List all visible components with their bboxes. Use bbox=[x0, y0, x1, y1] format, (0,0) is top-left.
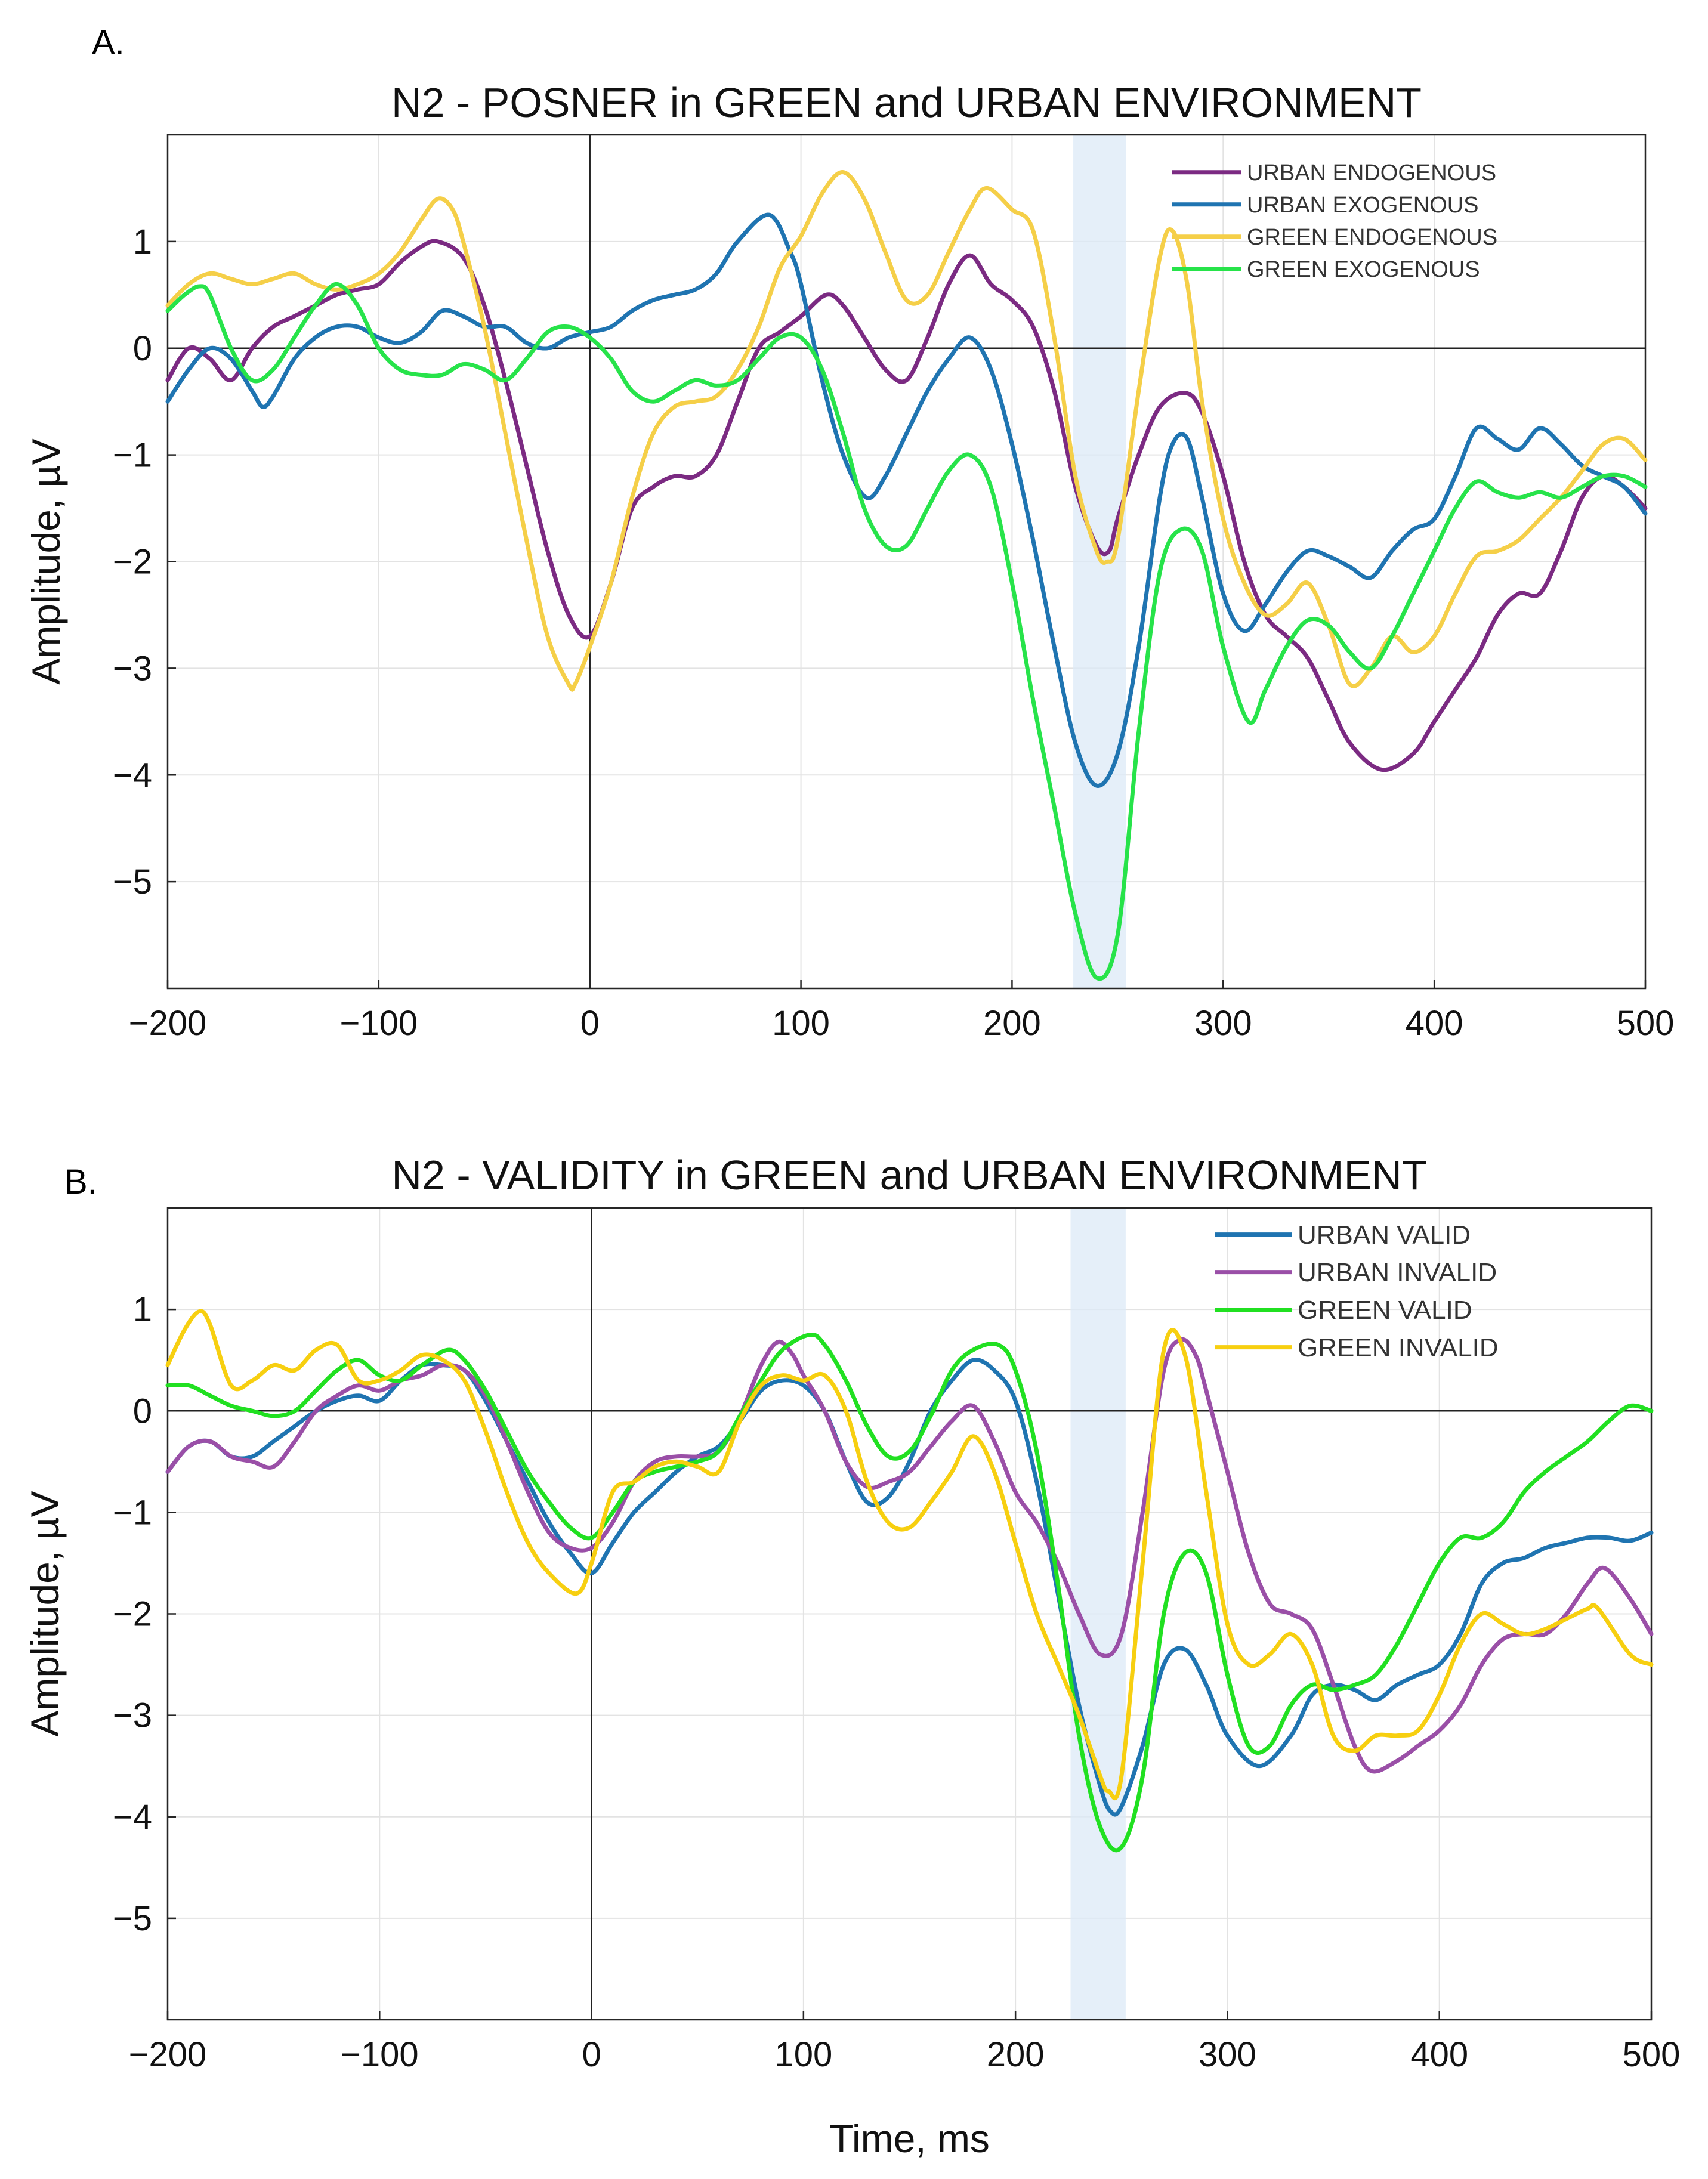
panel-a-y-tick-label: −4 bbox=[113, 756, 152, 795]
panel-a-title: N2 - POSNER in GREEN and URBAN ENVIRONME… bbox=[391, 79, 1422, 126]
panel-b-legend: URBAN VALID URBAN INVALID GREEN VALID GREEN… bbox=[1215, 1220, 1499, 1362]
panel-b-y-axis-label: Amplitude, µV bbox=[23, 1491, 67, 1736]
panel-a-x-tick-label: 200 bbox=[983, 1004, 1041, 1043]
panel-a-series-green-endogenous bbox=[165, 170, 1648, 692]
panel-b-x-tick-label: 500 bbox=[1623, 2035, 1681, 2074]
panel-b-title: N2 - VALIDITY in GREEN and URBAN ENVIRON… bbox=[391, 1152, 1427, 1198]
panel-a-series-green-exogenous bbox=[165, 282, 1648, 981]
panel-a-chart: −200 −100 0 100 200 300 400 500 1 0 −1 −2 −3 −4 −5 N2 -… bbox=[24, 79, 1674, 1043]
panel-a-x-tick-label: 100 bbox=[772, 1004, 830, 1043]
panel-a-x-tick-label: 0 bbox=[580, 1004, 600, 1043]
panel-a-y-axis-label: Amplitude, µV bbox=[24, 438, 68, 684]
panel-b-x-tick-label: 200 bbox=[987, 2035, 1045, 2074]
panel-b-series-urban-invalid bbox=[165, 1337, 1654, 1774]
panel-b-y-tick-label: −4 bbox=[113, 1798, 152, 1837]
panel-label-a: A. bbox=[92, 23, 125, 62]
panel-b-legend-label-green-invalid: GREEN INVALID bbox=[1298, 1333, 1499, 1362]
panel-b-x-tick-label: 100 bbox=[774, 2035, 832, 2074]
panel-a-x-tick-label: 400 bbox=[1406, 1004, 1463, 1043]
panel-a-y-tick-label: 1 bbox=[133, 222, 152, 261]
panel-b-legend-label-urban-invalid: URBAN INVALID bbox=[1298, 1258, 1497, 1287]
panel-a-series-urban-exogenous bbox=[165, 212, 1648, 788]
panel-b-y-tick-label: 1 bbox=[133, 1290, 152, 1329]
panel-b-y-tick-label: −1 bbox=[113, 1493, 152, 1532]
panel-a-legend-label-green-exogenous: GREEN EXOGENOUS bbox=[1247, 257, 1480, 282]
panel-b-series-green-invalid bbox=[165, 1309, 1654, 1801]
panel-label-b: B. bbox=[64, 1163, 97, 1201]
panel-a-y-tick-label: −1 bbox=[113, 436, 152, 475]
panel-a-legend-label-urban-endogenous: URBAN ENDOGENOUS bbox=[1247, 160, 1496, 186]
panel-a-y-tick-label: −3 bbox=[113, 649, 152, 688]
panel-b-legend-label-urban-valid: URBAN VALID bbox=[1298, 1220, 1471, 1250]
panel-a-legend-label-urban-exogenous: URBAN EXOGENOUS bbox=[1247, 193, 1479, 218]
panel-a-x-tick-label: 500 bbox=[1617, 1004, 1675, 1043]
panel-b-x-tick-label: −200 bbox=[129, 2035, 207, 2074]
panel-b-y-tick-label: −3 bbox=[113, 1696, 152, 1735]
panel-a-y-tick-label: −2 bbox=[113, 543, 152, 582]
panel-b-y-tick-label: 0 bbox=[133, 1392, 152, 1430]
panel-b-x-tick-label: −100 bbox=[341, 2035, 419, 2074]
panel-b-y-tick-label: −2 bbox=[113, 1595, 152, 1634]
panel-a-x-tick-label: −200 bbox=[129, 1004, 207, 1043]
panel-b-x-axis-label: Time, ms bbox=[829, 2116, 990, 2161]
panel-a-x-tick-label: −100 bbox=[340, 1004, 418, 1043]
panel-b-x-tick-label: 300 bbox=[1199, 2035, 1256, 2074]
panel-b-x-tick-label: 400 bbox=[1410, 2035, 1468, 2074]
panel-b-legend-label-green-valid: GREEN VALID bbox=[1298, 1296, 1472, 1325]
panel-b-x-tick-label: 0 bbox=[582, 2035, 601, 2074]
panel-a-legend-label-green-endogenous: GREEN ENDOGENOUS bbox=[1247, 225, 1497, 250]
panel-a-y-tick-label: −5 bbox=[113, 863, 152, 901]
panel-a-x-tick-label: 300 bbox=[1194, 1004, 1252, 1043]
panel-a-y-tick-label: 0 bbox=[133, 329, 152, 368]
panel-a-series-urban-endogenous bbox=[165, 239, 1648, 772]
panel-b-chart: −200 −100 0 100 200 300 400 500 1 0 −1 −2 −3 −4 −5 N2 -… bbox=[23, 1152, 1680, 2161]
panel-b-series-green-valid bbox=[165, 1332, 1654, 1853]
panel-a-legend: URBAN ENDOGENOUS URBAN EXOGENOUS GREEN END… bbox=[1172, 160, 1497, 282]
panel-b-y-tick-label: −5 bbox=[113, 1899, 152, 1938]
